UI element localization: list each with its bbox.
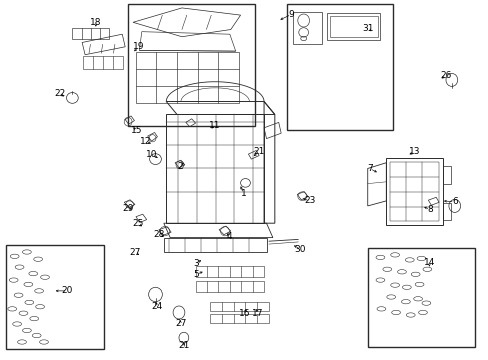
Text: 4: 4 [226,233,232,242]
Text: 21: 21 [178,341,189,350]
Bar [286,4,392,130]
Bar [136,52,238,103]
Bar [326,13,380,40]
Text: 15: 15 [131,126,142,135]
Text: 25: 25 [132,219,143,228]
Bar [210,302,268,311]
Bar [442,203,450,220]
Text: 10: 10 [145,150,157,159]
Text: 30: 30 [294,245,305,253]
Bar [293,12,321,44]
Bar [128,4,255,126]
Text: 11: 11 [209,121,221,130]
Text: 19: 19 [133,42,144,51]
Bar [389,162,438,221]
Text: 22: 22 [54,89,65,98]
Text: 27: 27 [175,320,186,328]
Text: 6: 6 [451,197,457,206]
Text: 17: 17 [252,310,264,319]
Text: 2: 2 [177,162,183,171]
Text: 5: 5 [193,270,199,279]
Bar [195,266,264,277]
Text: 8: 8 [427,205,432,214]
Text: 9: 9 [288,10,294,19]
Text: 31: 31 [361,23,373,32]
Bar [6,245,103,349]
Bar [367,248,474,347]
Bar [329,16,377,37]
Text: 29: 29 [122,203,134,212]
Bar [72,28,109,39]
Bar [83,56,123,69]
Text: 27: 27 [129,248,141,257]
Text: 18: 18 [90,18,102,27]
Bar [442,166,450,184]
Text: 21: 21 [253,148,264,156]
Text: 14: 14 [423,258,434,267]
Text: 13: 13 [408,148,420,156]
Text: 16: 16 [238,310,250,319]
Text: 23: 23 [304,197,315,205]
Text: 3: 3 [193,259,199,268]
Text: 24: 24 [151,302,163,311]
Text: 20: 20 [61,287,73,295]
Bar [195,281,264,292]
Bar [210,314,268,323]
Text: 28: 28 [153,230,165,239]
Text: 7: 7 [366,164,372,173]
Text: 26: 26 [439,71,451,80]
Text: 1: 1 [240,189,246,198]
Text: 12: 12 [140,136,151,145]
